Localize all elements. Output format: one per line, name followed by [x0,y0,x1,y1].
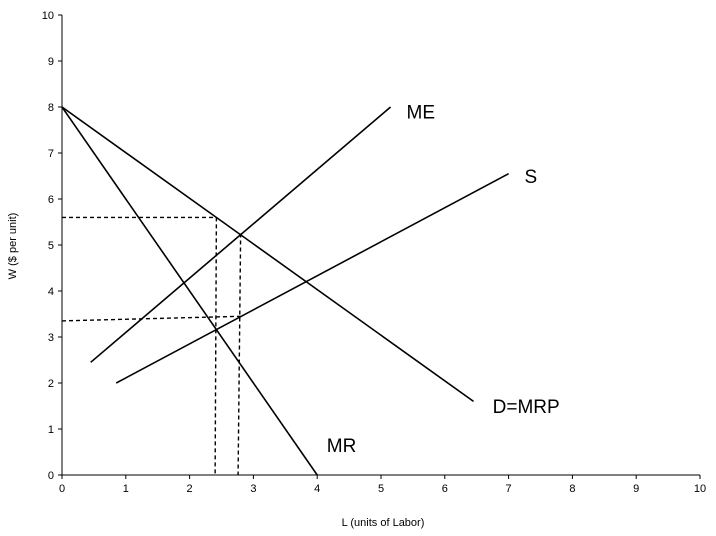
x-tick-label-0: 0 [59,483,65,495]
curve-labels: ME S D=MRP MR [327,103,560,458]
curve-mr [61,106,318,476]
y-ticks: 0 1 2 3 4 5 6 7 8 9 10 [42,10,62,482]
x-tick-label-4: 4 [314,483,320,495]
y-tick-label-4: 4 [48,286,54,298]
y-tick-label-10: 10 [42,10,54,22]
guide-lines [61,216,242,476]
y-tick-label-0: 0 [48,470,54,482]
label-me: ME [407,103,436,124]
x-tick-label-3: 3 [250,483,256,495]
guide-line-3 [61,315,241,322]
x-tick-label-8: 8 [569,483,575,495]
x-tick-label-5: 5 [378,483,384,495]
x-tick-label-2: 2 [187,483,193,495]
x-tick-label-9: 9 [633,483,639,495]
y-tick-label-1: 1 [48,424,54,436]
y-tick-label-5: 5 [48,240,54,252]
y-tick-label-9: 9 [48,56,54,68]
y-tick-label-3: 3 [48,332,54,344]
curve-s [115,172,509,384]
y-tick-label-6: 6 [48,194,54,206]
y-axis-title: W ($ per unit) [7,213,19,280]
y-tick-label-8: 8 [48,102,54,114]
curves [61,106,509,476]
guide-line-2 [214,217,218,476]
x-ticks: 0 1 2 3 4 5 6 7 8 9 10 [59,475,706,495]
x-tick-label-10: 10 [694,483,706,495]
x-tick-label-6: 6 [442,483,448,495]
x-tick-label-1: 1 [123,483,129,495]
label-mr: MR [327,436,357,457]
y-tick-label-7: 7 [48,148,54,160]
x-tick-label-7: 7 [506,483,512,495]
label-s: S [525,167,538,188]
curve-d-mrp [61,106,474,403]
x-axis-title: L (units of Labor) [342,517,425,529]
y-tick-label-2: 2 [48,378,54,390]
guide-line-4 [237,233,242,476]
label-d-mrp: D=MRP [493,397,560,418]
